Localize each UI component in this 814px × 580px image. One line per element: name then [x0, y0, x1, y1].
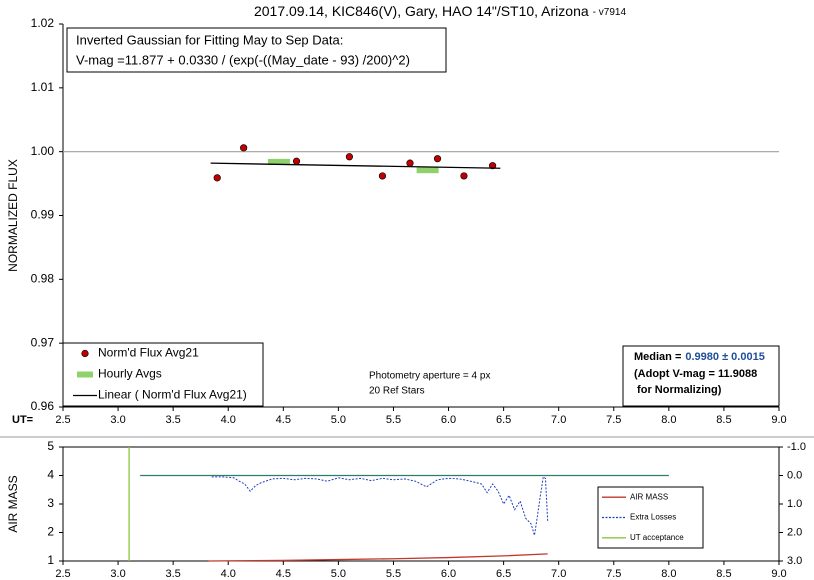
data-point [213, 174, 221, 182]
title: 2017.09.14, KIC846(V), Gary, HAO 14"/ST1… [254, 3, 589, 19]
x-tick-label: 2.5 [55, 414, 70, 426]
y-axis-label: NORMALIZED FLUX [6, 159, 20, 272]
x-tick-label: 6.5 [496, 414, 511, 426]
x-tick-label: 5.5 [386, 568, 401, 580]
photometry-text: 20 Ref Stars [369, 386, 425, 397]
x-tick-label: 7.0 [551, 414, 566, 426]
data-point [460, 172, 468, 180]
hourly-bar [267, 158, 290, 165]
x-tick-label: 4.0 [221, 568, 236, 580]
x-tick-label: 3.0 [110, 414, 125, 426]
data-point [433, 155, 442, 163]
median-text: for Normalizing) [634, 384, 722, 396]
photometry-text: Photometry aperture = 4 px [369, 371, 490, 382]
x-tick-label: 5.5 [386, 414, 401, 426]
y-tick-label: 0.98 [31, 272, 55, 286]
y-tick-label: 1 [47, 553, 54, 567]
x-tick-label: 4.0 [221, 414, 236, 426]
series-line [211, 476, 549, 536]
x-tick-label: 8.5 [716, 414, 731, 426]
legend-marker [81, 349, 89, 358]
legend-label: Norm'd Flux Avg21 [98, 346, 199, 360]
y-tick-label: 0.97 [31, 335, 55, 349]
x-tick-label: 3.0 [110, 568, 125, 580]
median-box [622, 345, 780, 407]
x-tick-label: 9.0 [771, 414, 786, 426]
x-tick-label: 4.5 [276, 414, 291, 426]
data-point [292, 157, 301, 165]
data-point [345, 153, 354, 161]
hourly-bar [416, 167, 439, 174]
data-point [378, 172, 387, 180]
x-tick-label: 6.5 [496, 568, 511, 580]
x-tick-label: 8.5 [716, 568, 731, 580]
x-tick-label: 8.0 [661, 414, 676, 426]
x-tick-label: 4.5 [276, 568, 291, 580]
fit-text: Inverted Gaussian for Fitting May to Sep… [76, 32, 343, 47]
x-axis-label: UT= [12, 414, 33, 426]
legend-label: Linear ( Norm'd Flux Avg21) [98, 388, 247, 402]
x-tick-label: 7.5 [606, 414, 621, 426]
x-tick-label: 8.0 [661, 568, 676, 580]
data-point [240, 144, 248, 152]
subtitle: - v7914 [593, 7, 627, 18]
legend-label: Extra Losses [630, 513, 676, 522]
fit-box [66, 27, 447, 73]
series-line [208, 553, 548, 562]
y2-tick-label: 3.0 [787, 555, 802, 567]
fit-text: V-mag =11.877 + 0.0330 / (exp(-((May_dat… [76, 52, 410, 67]
median-label: Median = [634, 351, 681, 363]
legend-label: UT acceptance [630, 533, 684, 542]
y-tick-label: 3 [47, 496, 54, 510]
y-tick-label: 1.02 [31, 16, 55, 30]
y-tick-label: 1.01 [31, 80, 55, 94]
x-tick-label: 5.0 [331, 414, 346, 426]
legend-label: AIR MASS [630, 492, 668, 501]
y-tick-label: 0.96 [31, 399, 55, 413]
x-tick-label: 2.5 [55, 568, 70, 580]
x-tick-label: 3.5 [166, 568, 181, 580]
x-tick-label: 5.0 [331, 568, 346, 580]
x-tick-label: 7.0 [551, 568, 566, 580]
y-tick-label: 2 [47, 525, 54, 539]
y2-tick-label: 2.0 [787, 526, 802, 538]
median-text: Median = 0.9980 ± 0.0015 [634, 351, 765, 363]
series-line [210, 162, 501, 169]
legend-label: Hourly Avgs [98, 367, 162, 381]
x-tick-label: 9.0 [771, 568, 786, 580]
y-tick-label: 5 [47, 439, 54, 453]
y-tick-label: 1.00 [31, 144, 55, 158]
y2-tick-label: -1.0 [787, 441, 806, 453]
y2-tick-label: 0.0 [787, 469, 802, 481]
x-tick-label: 7.5 [606, 568, 621, 580]
x-tick-label: 6.0 [441, 414, 456, 426]
median-text: (Adopt V-mag = 11.9088 [634, 368, 757, 380]
y-axis-label: AIR MASS [6, 475, 20, 532]
x-tick-label: 3.5 [166, 414, 181, 426]
chart-title: 2017.09.14, KIC846(V), Gary, HAO 14"/ST1… [254, 3, 626, 19]
legend-marker [77, 371, 93, 378]
y-tick-label: 0.99 [31, 208, 55, 222]
data-point [406, 159, 414, 167]
median-value: 0.9980 ± 0.0015 [685, 351, 764, 363]
data-point [489, 162, 497, 170]
x-tick-label: 6.0 [441, 568, 456, 580]
y2-tick-label: 1.0 [787, 498, 802, 510]
y-tick-label: 4 [47, 468, 54, 482]
